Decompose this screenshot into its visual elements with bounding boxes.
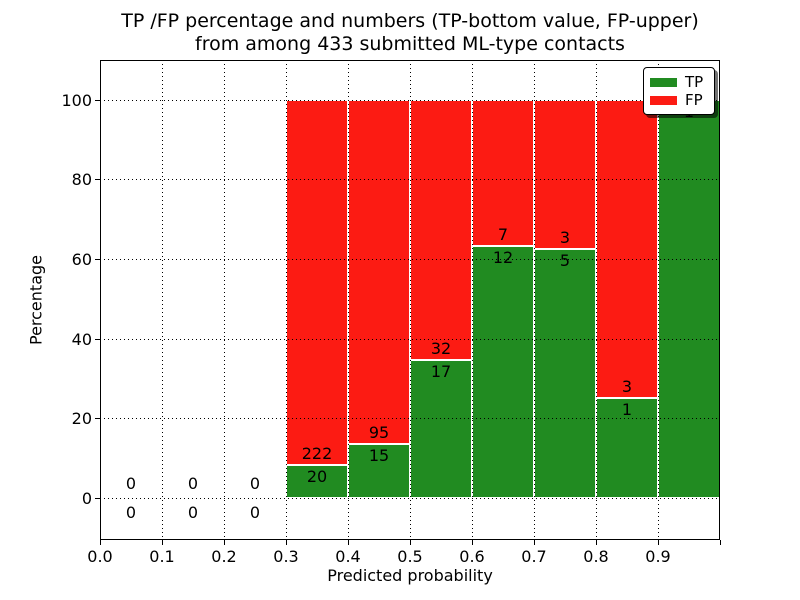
tp-count-label: 15 <box>368 445 390 465</box>
x-tick-mark <box>100 540 101 545</box>
legend-label-tp: TP <box>685 72 704 91</box>
fp-count-label: 95 <box>368 422 390 442</box>
x-tick-label: 0.2 <box>211 547 237 566</box>
y-tick-mark <box>95 99 100 101</box>
x-tick-label: 0.3 <box>273 547 299 566</box>
y-tick-mark <box>95 497 100 499</box>
x-tick-mark <box>224 540 225 545</box>
tp-swatch-icon <box>650 77 677 87</box>
fp-count-label: 7 <box>497 225 509 245</box>
tp-bar-segment <box>286 464 348 498</box>
legend: TP FP <box>643 67 715 115</box>
x-tick-label: 0.0 <box>87 547 113 566</box>
x-tick-label: 0.5 <box>397 547 423 566</box>
y-tick-mark <box>95 338 100 340</box>
y-tick-label: 80 <box>71 170 92 190</box>
y-tick-label: 60 <box>71 250 92 269</box>
fp-bar-segment <box>348 99 410 444</box>
bars-layer <box>100 60 720 540</box>
fp-bar-segment <box>410 99 472 360</box>
x-tick-mark <box>162 540 163 545</box>
y-tick-label: 0 <box>81 488 92 508</box>
y-tick-mark <box>95 259 100 260</box>
x-tick-mark <box>596 540 597 545</box>
x-tick-label: 0.1 <box>149 547 175 566</box>
x-tick-mark <box>472 540 473 545</box>
plot-area: 000000222209515321771235311 TP FP <box>100 60 720 540</box>
tp-count-label: 0 <box>187 502 199 522</box>
chart-title-line-1: TP /FP percentage and numbers (TP-bottom… <box>121 10 699 32</box>
tp-count-label: 0 <box>249 502 261 522</box>
fp-bar-segment <box>534 99 596 250</box>
tp-count-label: 20 <box>306 466 328 486</box>
annotations-layer: 000000222209515321771235311 <box>100 60 720 540</box>
x-tick-label: 0.9 <box>645 547 671 566</box>
fp-count-label: 0 <box>249 473 261 493</box>
fp-count-label: 32 <box>430 338 452 358</box>
legend-label-fp: FP <box>685 90 703 109</box>
x-tick-mark <box>410 540 411 545</box>
fp-swatch-icon <box>650 95 677 105</box>
fp-bar-segment <box>286 99 348 465</box>
x-tick-mark <box>534 540 535 545</box>
fp-count-label: 222 <box>301 443 333 463</box>
fp-count-label: 3 <box>621 377 633 397</box>
tp-count-label: 1 <box>621 400 633 420</box>
legend-item-tp: TP <box>650 74 708 91</box>
fp-count-label: 0 <box>125 473 137 493</box>
fp-count-label: 0 <box>187 473 199 493</box>
y-tick-label: 40 <box>71 329 92 349</box>
x-tick-label: 0.7 <box>521 547 547 566</box>
tp-count-label: 0 <box>125 502 137 522</box>
x-tick-mark <box>286 540 287 545</box>
y-tick-label: 20 <box>71 409 92 429</box>
tp-bar-segment <box>596 398 658 498</box>
x-axis-label: Predicted probability <box>327 566 493 585</box>
x-tick-mark <box>658 540 659 545</box>
x-tick-label: 0.4 <box>335 547 361 566</box>
chart-title-line-2: from among 433 submitted ML-type contact… <box>195 33 625 55</box>
tp-count-label: 12 <box>492 248 514 268</box>
fp-bar-segment <box>596 99 658 399</box>
x-tick-label: 0.8 <box>583 547 609 566</box>
fp-count-label: 3 <box>559 228 571 248</box>
x-tick-mark <box>720 540 721 545</box>
y-tick-mark <box>95 179 100 181</box>
legend-item-fp: FP <box>650 92 708 109</box>
chart-title: TP /FP percentage and numbers (TP-bottom… <box>100 10 720 56</box>
tp-count-label: 17 <box>430 361 452 381</box>
x-tick-mark <box>348 540 349 545</box>
y-tick-label: 100 <box>61 90 92 110</box>
y-tick-mark <box>95 418 100 420</box>
x-tick-label: 0.6 <box>459 547 485 566</box>
tp-count-label: 5 <box>559 251 571 271</box>
